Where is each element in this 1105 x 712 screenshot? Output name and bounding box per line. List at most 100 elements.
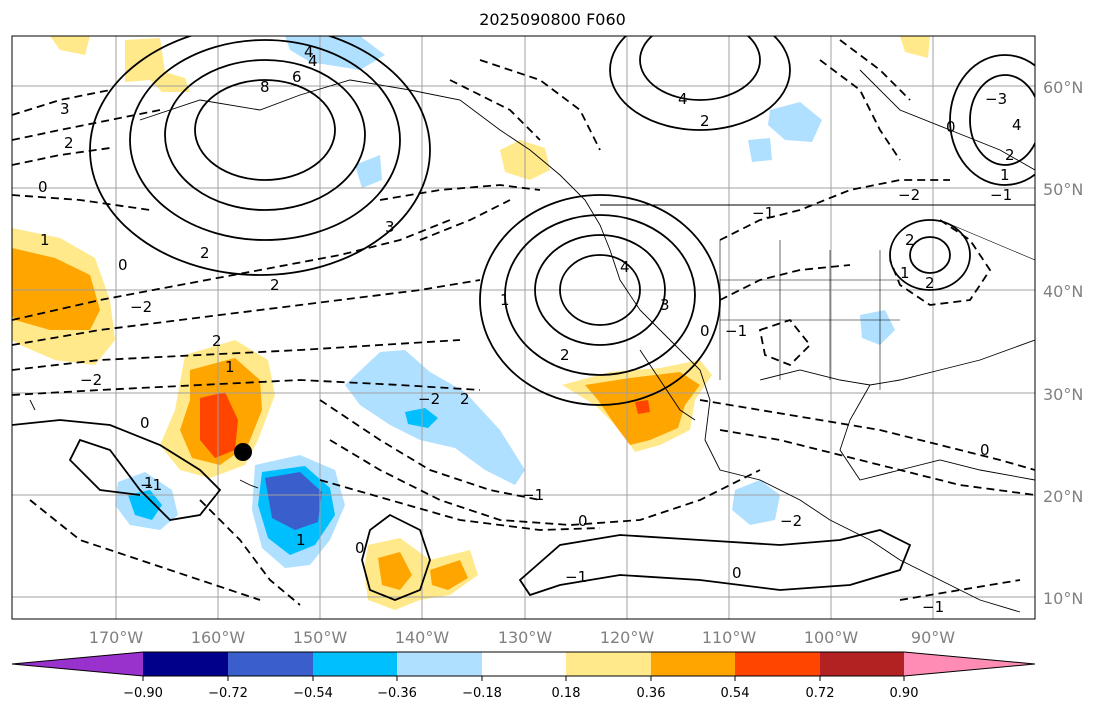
contour-label: 0 (946, 118, 956, 136)
contour-label: −2 (80, 371, 102, 389)
contour-label: 0 (38, 178, 48, 196)
anomaly-pos-ne (900, 36, 930, 58)
lon-label-120w: 120°W (600, 628, 655, 647)
lon-label-90w: 90°W (911, 628, 955, 647)
colorbar-segment (397, 652, 482, 676)
map-layers: 8 6 4 4 3 2 2 0 0 1 2 −2 −2 0 −1 −2 −1 2… (12, 36, 1035, 619)
contour-label: 1 (900, 264, 910, 282)
contour-label: −1 (725, 322, 747, 340)
colorbar-tick-label: −0.72 (208, 686, 248, 701)
lat-label-30n: 30°N (1043, 385, 1083, 404)
colorbar-segment (820, 652, 904, 676)
anomaly-neg-gulf (732, 480, 780, 525)
colorbar-tick-label: 0.54 (721, 686, 750, 701)
contour-label: 0 (980, 441, 990, 459)
colorbar-tick-label: −0.18 (462, 686, 502, 701)
contour-label: 2 (700, 112, 710, 130)
contour-label: 4 (308, 52, 318, 70)
anomaly-neg-north3 (748, 138, 772, 162)
colorbar-segment (228, 652, 313, 676)
contour-label: 1 (40, 231, 50, 249)
contour-label: 0 (700, 322, 710, 340)
contour-label: 1 (296, 531, 306, 549)
contour-label: 1 (144, 474, 154, 492)
colorbar-tick-label: 0.72 (806, 686, 835, 701)
contour-label: 0 (118, 256, 128, 274)
anomaly-neg-east (860, 310, 895, 345)
map-title: 2025090800 F060 (479, 10, 626, 29)
colorbar-segment (482, 652, 566, 676)
anomaly-pos-nw (50, 36, 90, 55)
lon-label-100w: 100°W (804, 628, 859, 647)
lon-label-150w: 150°W (293, 628, 348, 647)
contour-label: 4 (678, 90, 688, 108)
contour-label: 1 (1000, 166, 1010, 184)
contour-label: 3 (60, 100, 70, 118)
contour-label: −1 (922, 598, 944, 616)
contour-label: 8 (260, 78, 270, 96)
lat-label-50n: 50°N (1043, 180, 1083, 199)
anomaly-pos-north (125, 38, 190, 92)
latitude-labels: 60°N 50°N 40°N 30°N 20°N 10°N (1043, 78, 1083, 608)
contour-label: 4 (304, 43, 314, 61)
contour-label: 0 (578, 512, 588, 530)
longitude-labels: 170°W 160°W 150°W 140°W 130°W 120°W 110°… (89, 628, 955, 647)
colorbar-extend-high (904, 652, 1035, 676)
colorbar-tick-label: −0.36 (377, 686, 417, 701)
contour-label: 3 (660, 296, 670, 314)
contour-label: 2 (64, 134, 74, 152)
anomaly-neg-north2 (768, 102, 822, 142)
contour-label: 3 (385, 218, 395, 236)
contour-label: 2 (270, 276, 280, 294)
contour-label: −1 (990, 186, 1012, 204)
contour-label: −1 (565, 568, 587, 586)
contour-label: −2 (780, 512, 802, 530)
contour-label: 2 (200, 244, 210, 262)
colorbar-tick-label: −0.90 (123, 686, 163, 701)
contour-label: 2 (905, 231, 915, 249)
anomaly-neg-small-core (128, 490, 162, 520)
contour-label: −1 (522, 486, 544, 504)
contours-dashed (12, 39, 1035, 606)
anomaly-pos-central-core (200, 392, 238, 458)
storm-center-marker (234, 443, 252, 461)
contour-label: 2 (1005, 146, 1015, 164)
colorbar-tick-label: 0.90 (890, 686, 919, 701)
contour-label: 2 (212, 332, 222, 350)
lat-label-40n: 40°N (1043, 282, 1083, 301)
colorbar-tick-label: 0.36 (637, 686, 666, 701)
lon-label-170w: 170°W (89, 628, 144, 647)
anomaly-neg-north4 (355, 155, 382, 188)
anomaly-neg-north (285, 36, 385, 70)
contour-label: 2 (460, 390, 470, 408)
colorbar-segment (143, 652, 228, 676)
anomaly-pos-baja-red (635, 400, 650, 414)
lat-label-10n: 10°N (1043, 589, 1083, 608)
contour-label: 4 (1012, 116, 1022, 134)
anomaly-pos-south-core (378, 552, 412, 590)
contour-label: 2 (560, 346, 570, 364)
lon-label-110w: 110°W (702, 628, 757, 647)
map-frame (11, 35, 1036, 620)
lon-label-130w: 130°W (498, 628, 553, 647)
lat-label-20n: 20°N (1043, 487, 1083, 506)
contour-label: 0 (355, 539, 365, 557)
colorbar-tick-label: 0.18 (552, 686, 581, 701)
contour-label: −2 (130, 298, 152, 316)
contour-label: −3 (985, 90, 1007, 108)
contour-label: 4 (620, 258, 630, 276)
colorbar-tick-label: −0.54 (293, 686, 333, 701)
contour-label: −1 (752, 204, 774, 222)
contour-label: 6 (292, 68, 302, 86)
colorbar-segment (566, 652, 651, 676)
colorbar: −0.90 −0.72 −0.54 −0.36 −0.18 0.18 0.36 … (11, 651, 1036, 701)
contour-label: 2 (925, 274, 935, 292)
anomaly-neg-hawaii-core (265, 472, 322, 530)
colorbar-segment (651, 652, 735, 676)
contour-label: 1 (225, 358, 235, 376)
lon-label-140w: 140°W (395, 628, 450, 647)
contour-label: −1 (140, 476, 162, 494)
anomaly-pos-south-core2 (430, 560, 468, 590)
anomaly-pos-west-core (12, 248, 100, 330)
